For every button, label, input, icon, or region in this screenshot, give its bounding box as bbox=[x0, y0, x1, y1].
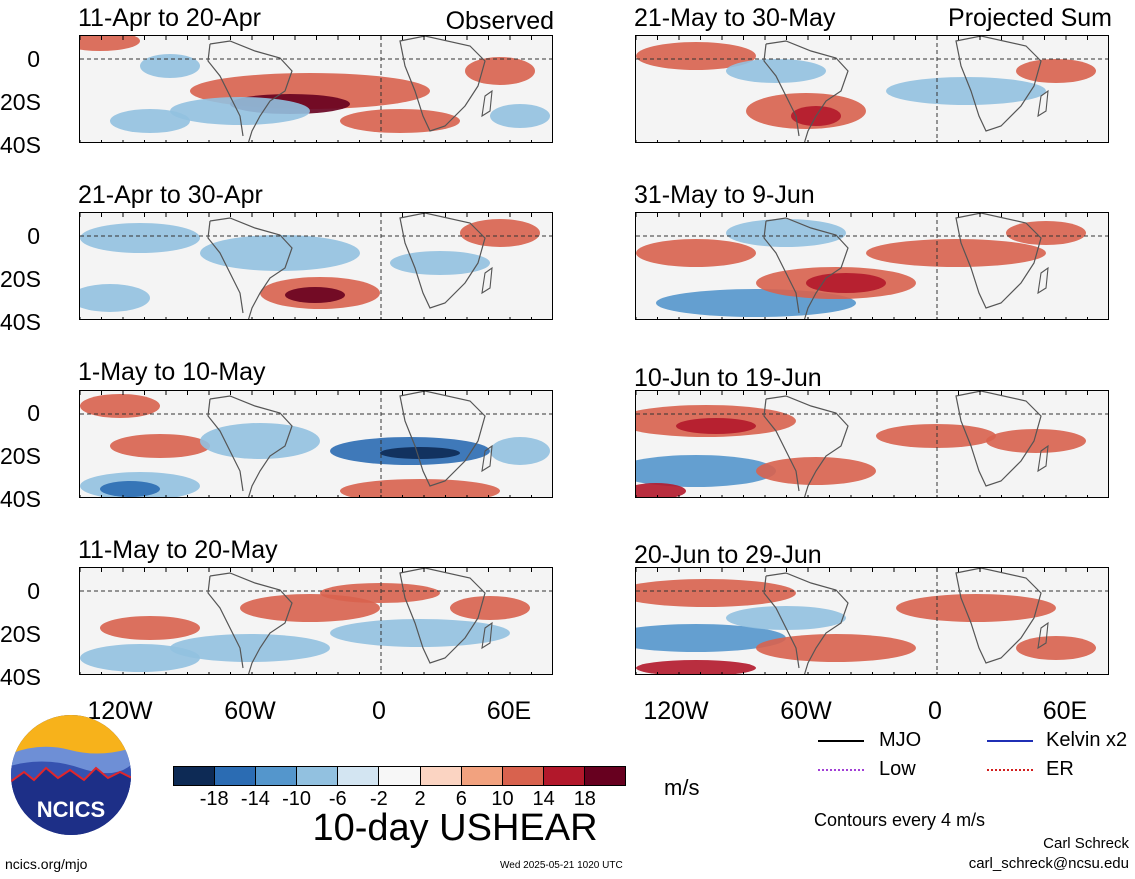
colorbar bbox=[173, 766, 626, 786]
lon-label-120w-left: 120W bbox=[87, 697, 153, 725]
lat-label-0-r1: 0 bbox=[27, 46, 40, 72]
legend-er-line bbox=[987, 769, 1033, 771]
lat-label-0-r3: 0 bbox=[27, 400, 40, 426]
colorbar-label: 10 bbox=[491, 788, 514, 810]
legend-mjo-line bbox=[818, 740, 864, 742]
author-email: carl_schreck@ncsu.edu bbox=[968, 855, 1129, 872]
colorbar-swatch bbox=[543, 767, 585, 785]
colorbar-swatch bbox=[584, 767, 626, 785]
colorbar-swatch bbox=[338, 767, 380, 785]
map-panel-proj-4 bbox=[635, 567, 1109, 675]
map-panel-proj-1 bbox=[635, 35, 1109, 143]
lat-label-0-r4: 0 bbox=[27, 578, 40, 604]
panel-title-proj-4: 20-Jun to 29-Jun bbox=[634, 541, 822, 569]
panel-title-proj-1: 21-May to 30-May bbox=[634, 4, 836, 32]
lon-label-0-right: 0 bbox=[928, 697, 942, 725]
lon-label-60w-left: 60W bbox=[224, 697, 276, 725]
lat-label-20s-r3: 20S bbox=[0, 443, 41, 469]
colorbar-label: 18 bbox=[573, 788, 596, 810]
timestamp: Wed 2025-05-21 1020 UTC bbox=[500, 860, 623, 871]
legend-low-line bbox=[818, 769, 864, 771]
colorbar-label: -2 bbox=[370, 788, 388, 810]
panel-title-obs-4: 11-May to 20-May bbox=[78, 536, 278, 564]
lat-label-0-r2: 0 bbox=[27, 223, 40, 249]
lat-label-20s-r1: 20S bbox=[0, 89, 41, 115]
colorbar-swatch bbox=[420, 767, 462, 785]
lon-label-120w-right: 120W bbox=[643, 697, 709, 725]
colorbar-label: -14 bbox=[240, 788, 270, 810]
lon-label-60e-right: 60E bbox=[1042, 697, 1088, 725]
lat-label-20s-r4: 20S bbox=[0, 621, 41, 647]
lat-label-40s-r4: 40S bbox=[0, 664, 41, 690]
colorbar-unit: m/s bbox=[664, 775, 700, 800]
colorbar-swatch bbox=[256, 767, 298, 785]
lon-label-60w-right: 60W bbox=[780, 697, 832, 725]
colorbar-label: -10 bbox=[282, 788, 311, 810]
colorbar-swatch bbox=[379, 767, 421, 785]
lon-label-60e-left: 60E bbox=[486, 697, 532, 725]
column-label-projected: Projected Sum bbox=[948, 4, 1112, 32]
colorbar-labels: -18 -14 -10 -6 -2 2 6 10 14 18 bbox=[173, 789, 626, 813]
main-title: 10-day USHEAR bbox=[312, 807, 598, 849]
legend-er-label: ER bbox=[1046, 758, 1074, 780]
logo-text: NCICS bbox=[37, 797, 105, 822]
colorbar-swatch bbox=[174, 767, 216, 785]
map-panel-obs-3 bbox=[79, 390, 553, 498]
lon-label-0-left: 0 bbox=[372, 697, 386, 725]
lat-label-40s-r2: 40S bbox=[0, 309, 41, 335]
site-link[interactable]: ncics.org/mjo bbox=[5, 856, 88, 872]
colorbar-label: 14 bbox=[532, 788, 555, 810]
colorbar-swatch bbox=[297, 767, 339, 785]
colorbar-label: 2 bbox=[414, 788, 426, 810]
panel-title-obs-2: 21-Apr to 30-Apr bbox=[78, 181, 263, 209]
map-panel-obs-4 bbox=[79, 567, 553, 675]
map-panel-obs-1 bbox=[79, 35, 553, 143]
panel-title-obs-3: 1-May to 10-May bbox=[78, 358, 266, 386]
panel-title-proj-3: 10-Jun to 19-Jun bbox=[634, 364, 822, 392]
panel-title-obs-1: 11-Apr to 20-Apr bbox=[78, 4, 261, 32]
colorbar-swatch bbox=[215, 767, 257, 785]
legend-kelvin-line bbox=[987, 740, 1033, 742]
contours-note: Contours every 4 m/s bbox=[814, 810, 986, 830]
map-panel-obs-2 bbox=[79, 212, 553, 320]
author-name: Carl Schreck bbox=[1043, 835, 1129, 852]
ncics-logo-icon: NCICS bbox=[10, 714, 132, 836]
map-panel-proj-2 bbox=[635, 212, 1109, 320]
lat-label-40s-r3: 40S bbox=[0, 486, 41, 512]
colorbar-swatch bbox=[461, 767, 503, 785]
colorbar-label: -6 bbox=[328, 788, 347, 810]
legend-mjo-label: MJO bbox=[879, 729, 922, 751]
colorbar-label: -18 bbox=[199, 788, 229, 810]
legend-low-label: Low bbox=[879, 758, 916, 780]
colorbar-swatch bbox=[502, 767, 544, 785]
panel-title-proj-2: 31-May to 9-Jun bbox=[634, 181, 815, 209]
column-label-observed: Observed bbox=[445, 7, 554, 35]
lat-label-20s-r2: 20S bbox=[0, 266, 41, 292]
lat-label-40s-r1: 40S bbox=[0, 132, 41, 158]
legend-kelvin-label: Kelvin x2 bbox=[1046, 729, 1128, 751]
map-panel-proj-3 bbox=[635, 390, 1109, 498]
colorbar-label: 6 bbox=[455, 788, 467, 810]
